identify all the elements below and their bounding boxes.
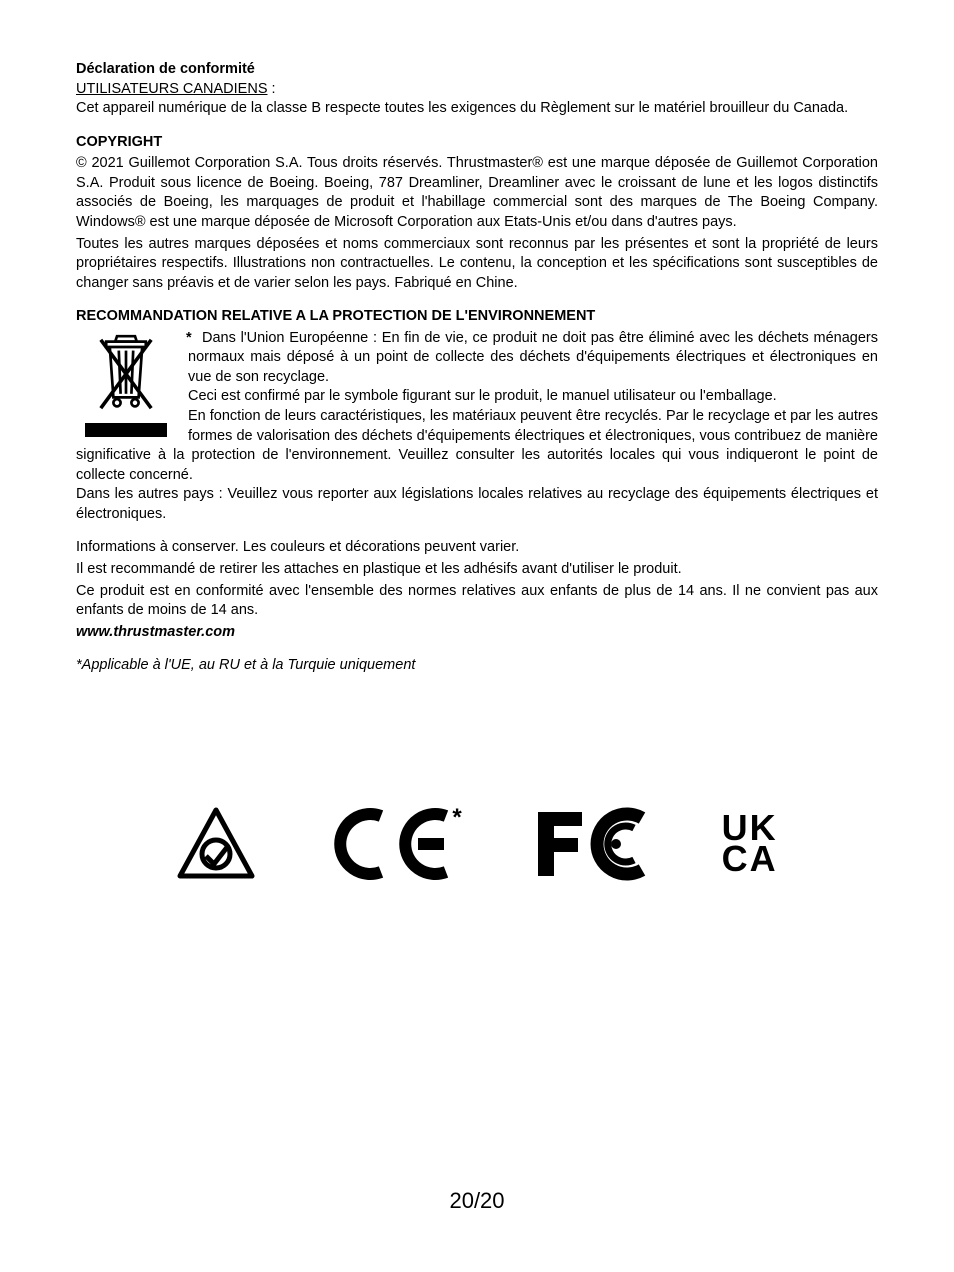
env-asterisk: * [186, 329, 198, 349]
copyright-section: COPYRIGHT © 2021 Guillemot Corporation S… [76, 133, 878, 294]
environment-body-wrap: * Dans l'Union Européenne : En fin de vi… [76, 329, 878, 486]
weee-underline-bar [85, 423, 167, 437]
declaration-section: Déclaration de conformité UTILISATEURS C… [76, 60, 878, 119]
weee-bin-icon [86, 329, 166, 419]
certification-logos-row: * UK CA [76, 806, 878, 882]
info-line3: Ce produit est en conformité avec l'ense… [76, 582, 878, 621]
ce-mark: * [326, 806, 461, 882]
copyright-para1: © 2021 Guillemot Corporation S.A. Tous d… [76, 154, 878, 232]
ce-icon [326, 806, 456, 882]
info-section: Informations à conserver. Les couleurs e… [76, 538, 878, 642]
info-line2: Il est recommandé de retirer les attache… [76, 560, 878, 580]
environment-other-countries: Dans les autres pays : Veuillez vous rep… [76, 485, 878, 524]
footnote: *Applicable à l'UE, au RU et à la Turqui… [76, 656, 878, 676]
weee-icon-box [76, 329, 176, 437]
ukca-mark: UK CA [722, 813, 778, 874]
page-number: 20/20 [0, 1186, 954, 1216]
ce-asterisk: * [452, 802, 461, 834]
environment-section: RECOMMANDATION RELATIVE A LA PROTECTION … [76, 307, 878, 524]
rcm-icon [176, 806, 256, 882]
copyright-para2: Toutes les autres marques déposées et no… [76, 235, 878, 294]
website-link: www.thrustmaster.com [76, 623, 878, 643]
users-canadiens: UTILISATEURS CANADIENS [76, 81, 268, 97]
environment-heading: RECOMMANDATION RELATIVE A LA PROTECTION … [76, 307, 878, 327]
declaration-users-line: UTILISATEURS CANADIENS : [76, 80, 878, 100]
ukca-bottom: CA [722, 844, 778, 875]
declaration-heading: Déclaration de conformité [76, 60, 878, 80]
fcc-icon [532, 806, 652, 882]
info-line1: Informations à conserver. Les couleurs e… [76, 538, 878, 558]
copyright-heading: COPYRIGHT [76, 133, 878, 153]
declaration-body: Cet appareil numérique de la classe B re… [76, 99, 878, 119]
environment-body: Dans l'Union Européenne : En fin de vie,… [76, 330, 878, 483]
